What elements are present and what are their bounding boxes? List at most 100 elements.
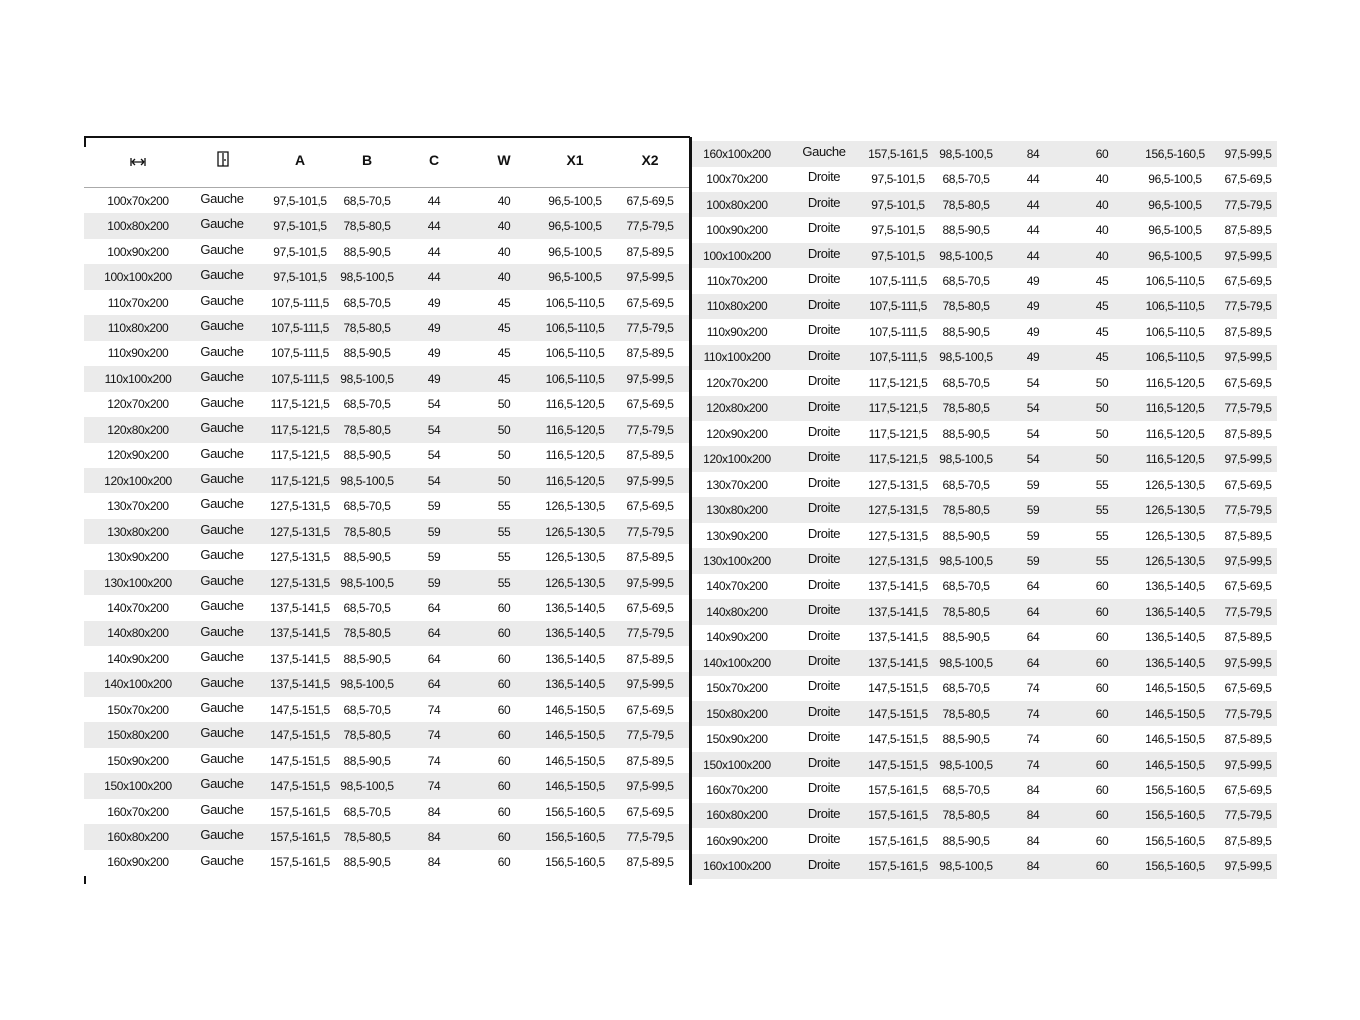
cell-side: Gauche <box>200 623 244 639</box>
table-row: 110x80x200 Droite 107,5-111,5 78,5-80,5 49 45… <box>692 293 1277 320</box>
table-row: 110x90x200 Gauche 107,5-111,5 88,5-90,5 49 45… <box>84 341 689 367</box>
col-header-x1: X1 <box>566 152 584 168</box>
cell-a: 157,5-161,5 <box>270 830 330 844</box>
cell-x1: 126,5-130,5 <box>545 524 605 539</box>
cell-c: 84 <box>427 804 441 819</box>
cell-side: Droite <box>807 780 841 796</box>
table-row: 160x80x200 Droite 157,5-161,5 78,5-80,5 84 60… <box>692 802 1277 829</box>
cell-a: 127,5-131,5 <box>868 528 928 543</box>
cell-size: 150x80x200 <box>706 706 768 721</box>
cell-side: Gauche <box>200 267 244 283</box>
cell-size: 110x80x200 <box>706 299 768 314</box>
header-separator <box>84 187 689 188</box>
cell-a: 97,5-101,5 <box>273 219 327 234</box>
cell-b: 78,5-80,5 <box>343 321 391 335</box>
cell-side: Gauche <box>200 521 244 537</box>
cell-c: 49 <box>427 321 441 335</box>
cell-x2: 97,5-99,5 <box>1224 248 1272 263</box>
cell-a: 137,5-141,5 <box>868 579 928 594</box>
cell-side: Gauche <box>200 700 244 715</box>
col-header-c: C <box>428 152 440 168</box>
cell-x2: 87,5-89,5 <box>626 346 674 361</box>
cell-w: 50 <box>497 473 511 488</box>
cell-side: Gauche <box>200 547 244 563</box>
cell-side: Droite <box>807 245 841 261</box>
cell-size: 160x90x200 <box>107 855 169 870</box>
table-row: 150x100x200 Droite 147,5-151,5 98,5-100,5 74… <box>692 751 1277 778</box>
cell-w: 40 <box>497 193 511 208</box>
cell-w: 60 <box>497 626 511 641</box>
cell-x1: 136,5-140,5 <box>1145 579 1205 594</box>
cell-a: 157,5-161,5 <box>868 859 928 874</box>
cell-w: 55 <box>497 575 511 590</box>
cell-w: 45 <box>1095 350 1109 365</box>
cell-side: Gauche <box>200 598 244 614</box>
cell-x1: 116,5-120,5 <box>1145 426 1205 441</box>
cell-a: 107,5-111,5 <box>869 299 927 314</box>
cell-size: 110x100x200 <box>703 350 771 365</box>
cell-b: 88,5-90,5 <box>942 324 990 339</box>
cell-b: 98,5-100,5 <box>340 270 394 285</box>
table-row: 160x100x200 Gauche 157,5-161,5 98,5-100,5 84… <box>692 141 1277 167</box>
cell-x2: 87,5-89,5 <box>1224 426 1272 441</box>
cell-side: Gauche <box>200 470 244 486</box>
cell-x2: 97,5-99,5 <box>626 371 674 386</box>
cell-size: 120x80x200 <box>107 422 169 437</box>
cell-c: 64 <box>1026 579 1040 594</box>
cell-size: 150x90x200 <box>706 732 768 747</box>
cell-x2: 67,5-69,5 <box>1224 274 1272 288</box>
cell-x1: 126,5-130,5 <box>1145 477 1205 492</box>
cell-size: 110x90x200 <box>706 324 768 339</box>
cell-b: 98,5-100,5 <box>939 553 993 568</box>
cell-c: 74 <box>427 728 441 743</box>
cell-x2: 97,5-99,5 <box>626 270 674 285</box>
cell-x2: 87,5-89,5 <box>1224 833 1272 848</box>
cell-w: 55 <box>497 524 511 539</box>
cell-w: 45 <box>1095 274 1109 288</box>
cell-c: 59 <box>1026 503 1040 518</box>
cell-w: 50 <box>1095 452 1109 467</box>
table-row: 150x70x200 Gauche 147,5-151,5 68,5-70,5 74 60… <box>84 697 689 723</box>
table-row: 150x80x200 Droite 147,5-151,5 78,5-80,5 74 60… <box>692 700 1277 727</box>
cell-a: 127,5-131,5 <box>270 499 330 514</box>
cell-b: 98,5-100,5 <box>939 757 993 772</box>
cell-b: 88,5-90,5 <box>343 550 391 565</box>
cell-size: 150x70x200 <box>107 702 169 717</box>
cell-c: 49 <box>427 371 441 386</box>
cell-w: 60 <box>497 830 511 844</box>
cell-size: 140x100x200 <box>703 655 771 670</box>
cell-a: 137,5-141,5 <box>270 600 330 615</box>
cell-x2: 87,5-89,5 <box>1224 630 1272 645</box>
cell-b: 98,5-100,5 <box>939 452 993 467</box>
cell-a: 127,5-131,5 <box>270 575 330 590</box>
cell-x2: 97,5-99,5 <box>626 473 674 488</box>
cell-size: 130x70x200 <box>107 499 169 514</box>
cell-b: 68,5-70,5 <box>343 702 391 717</box>
cell-x1: 96,5-100,5 <box>1148 223 1202 238</box>
cell-w: 50 <box>497 448 511 463</box>
cell-x1: 146,5-150,5 <box>1145 732 1205 747</box>
cell-b: 68,5-70,5 <box>343 193 391 208</box>
cell-x2: 77,5-79,5 <box>1224 299 1272 314</box>
cell-a: 117,5-121,5 <box>270 397 330 412</box>
cell-a: 117,5-121,5 <box>868 401 928 416</box>
cell-c: 49 <box>1026 324 1040 339</box>
cell-a: 117,5-121,5 <box>868 375 928 390</box>
table-row: 120x80x200 Droite 117,5-121,5 78,5-80,5 54 50… <box>692 395 1277 421</box>
cell-x1: 116,5-120,5 <box>1145 401 1205 416</box>
cell-x1: 116,5-120,5 <box>545 397 605 412</box>
cell-x1: 126,5-130,5 <box>1145 553 1205 568</box>
table-row: 160x100x200 Droite 157,5-161,5 98,5-100,5 84… <box>692 853 1277 880</box>
cell-size: 120x80x200 <box>706 401 768 416</box>
cell-w: 60 <box>497 677 511 692</box>
cell-a: 147,5-151,5 <box>868 732 928 747</box>
cell-a: 127,5-131,5 <box>868 503 928 518</box>
table-row: 120x70x200 Gauche 117,5-121,5 68,5-70,5 54 50… <box>84 392 689 418</box>
cell-c: 44 <box>1026 223 1040 238</box>
cell-x1: 146,5-150,5 <box>545 702 605 717</box>
cell-x1: 146,5-150,5 <box>1145 706 1205 721</box>
cell-side: Droite <box>807 449 841 465</box>
cell-size: 160x90x200 <box>706 833 768 848</box>
cell-x2: 97,5-99,5 <box>1224 757 1272 772</box>
cell-side: Droite <box>807 423 841 439</box>
